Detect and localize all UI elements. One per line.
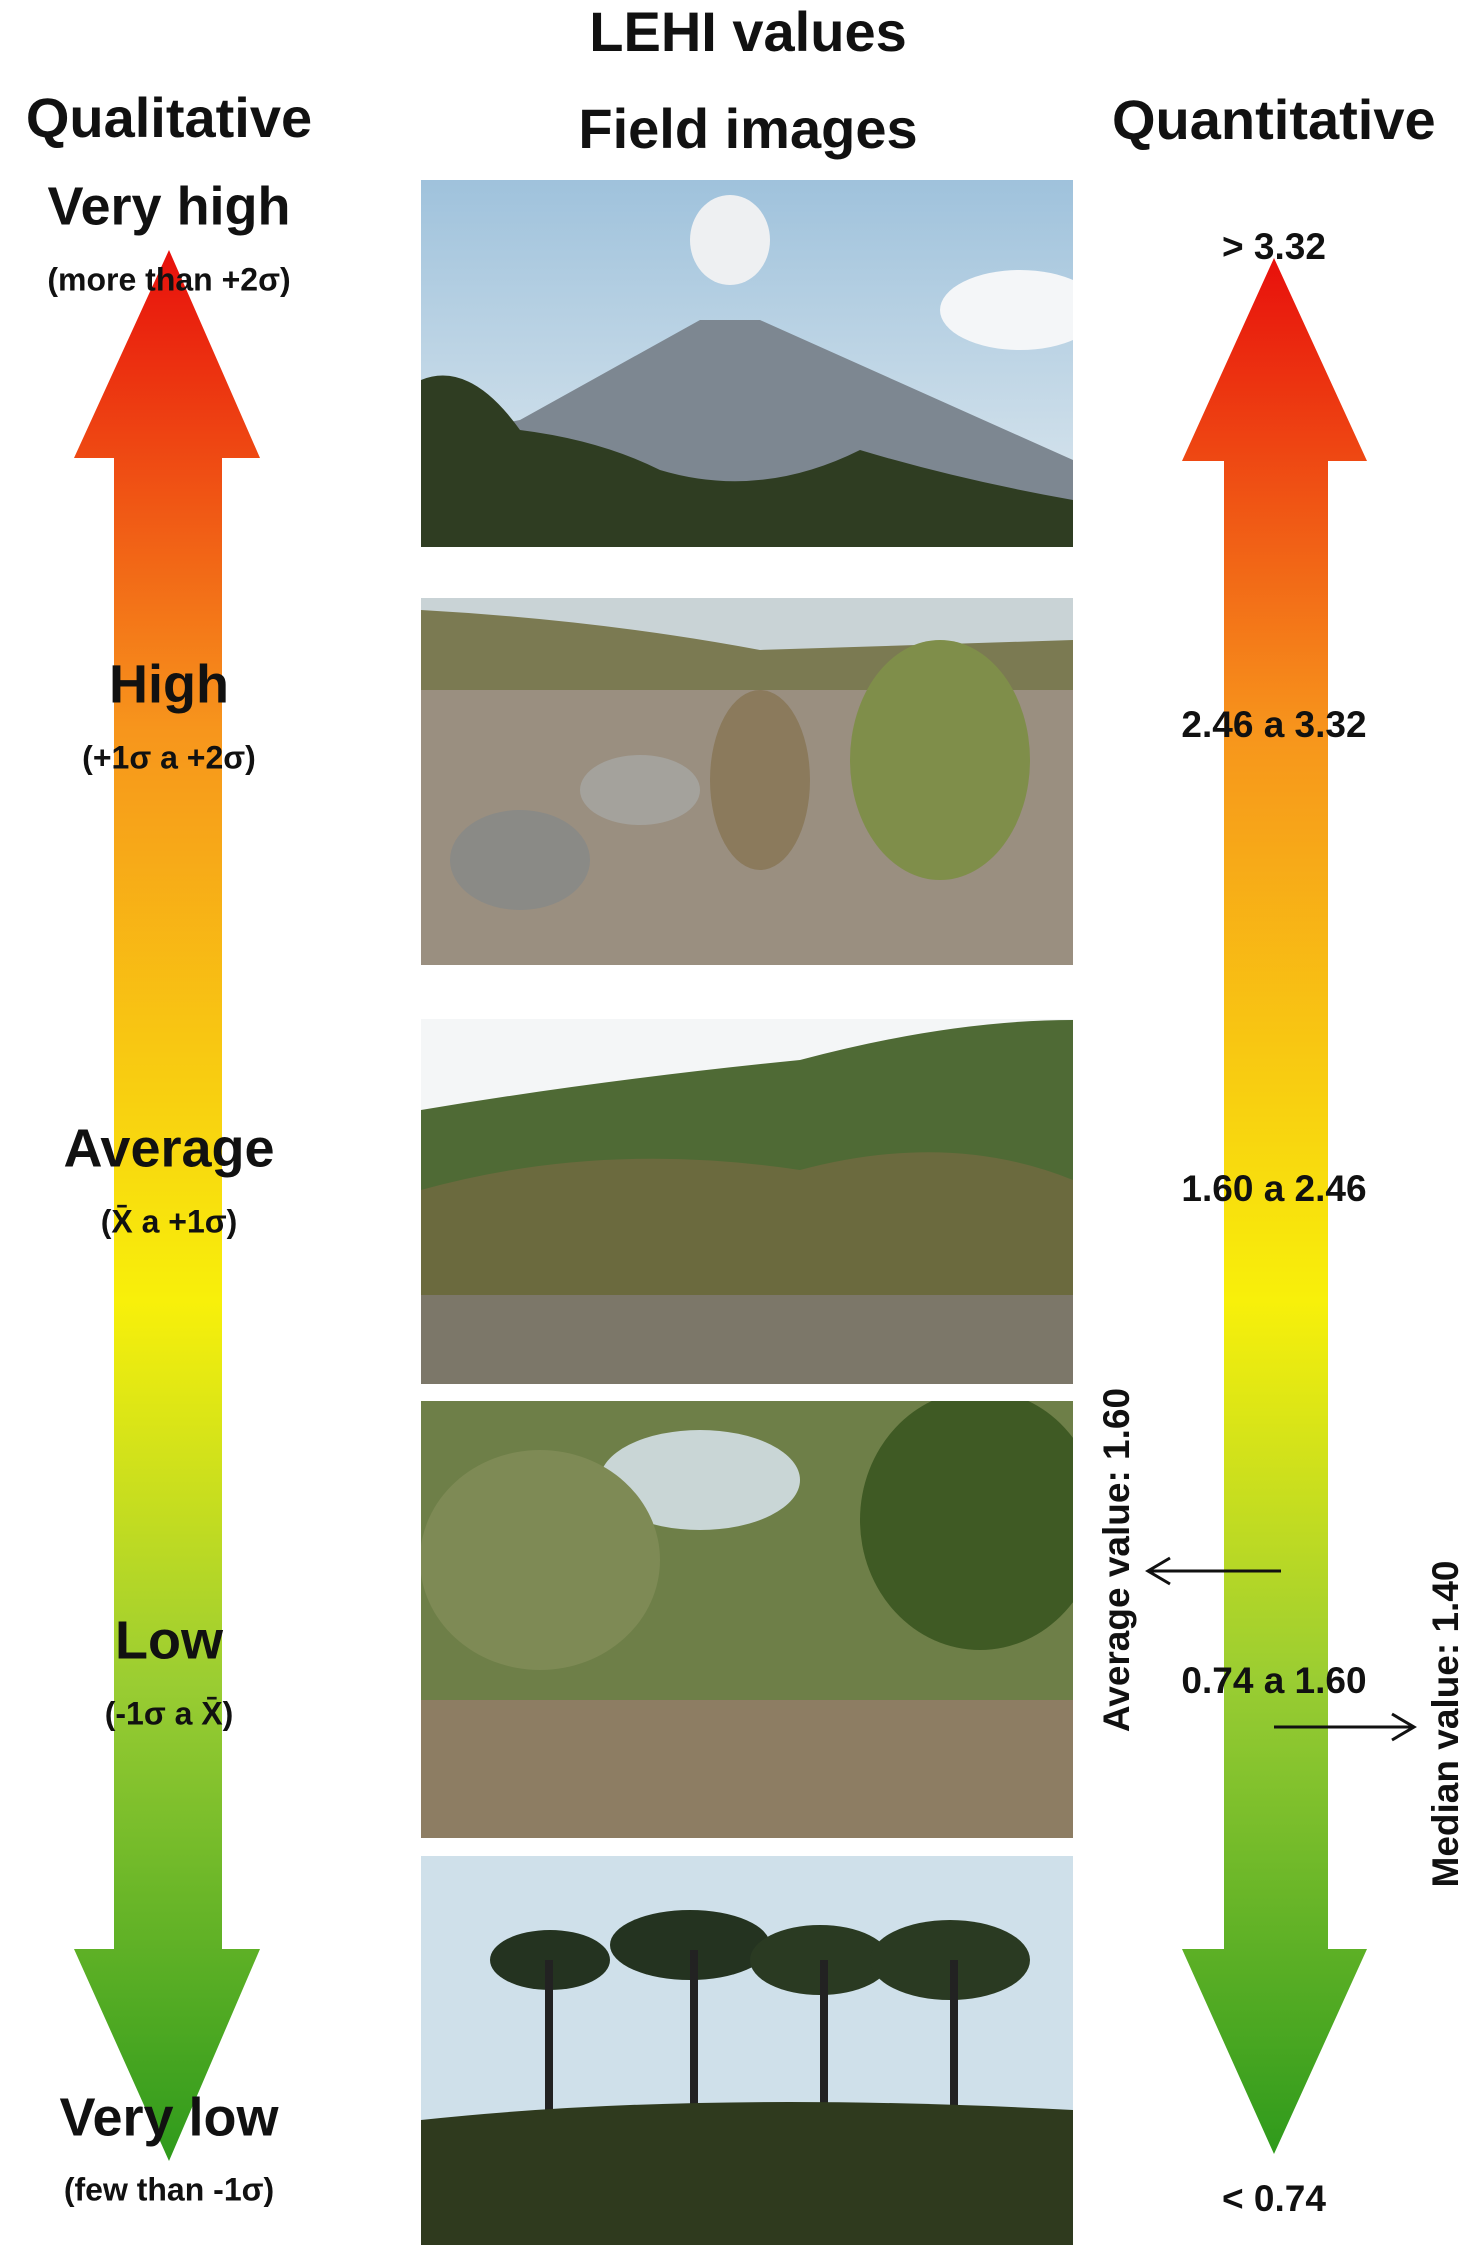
subtitle: Field images (578, 97, 917, 160)
level-range: (-1σ a X̄) (105, 1695, 234, 1731)
level-range: (more than +2σ) (47, 261, 290, 297)
level-range: (few than -1σ) (64, 2171, 274, 2207)
median-annotation: Median value: 1.40 (1425, 1561, 1464, 1888)
field-image (421, 1401, 1073, 1838)
level-label: Very high (47, 176, 290, 236)
value-range: 2.46 a 3.32 (1181, 704, 1366, 745)
value-range: < 0.74 (1222, 2178, 1326, 2219)
level-label: Average (63, 1118, 274, 1178)
level-range: (+1σ a +2σ) (82, 739, 256, 775)
field-image (421, 598, 1073, 965)
value-range: > 3.32 (1222, 226, 1326, 267)
quantitative-arrow (1182, 258, 1367, 2154)
right-header: Quantitative (1112, 88, 1436, 151)
value-range: 0.74 a 1.60 (1181, 1660, 1366, 1701)
average-arrowhead (1145, 1556, 1171, 1586)
field-image (421, 1856, 1073, 2245)
level-label: Low (115, 1610, 224, 1670)
left-header: Qualitative (26, 86, 312, 149)
field-image (421, 180, 1073, 547)
level-label: Very low (59, 2087, 279, 2147)
level-label: High (109, 654, 229, 714)
title: LEHI values (589, 0, 906, 63)
field-image (421, 1019, 1073, 1384)
qualitative-arrow (74, 250, 260, 2161)
average-annotation: Average value: 1.60 (1096, 1388, 1137, 1732)
value-range: 1.60 a 2.46 (1181, 1168, 1366, 1209)
level-range: (X̄ a +1σ) (101, 1203, 238, 1239)
median-arrowhead (1391, 1712, 1417, 1742)
